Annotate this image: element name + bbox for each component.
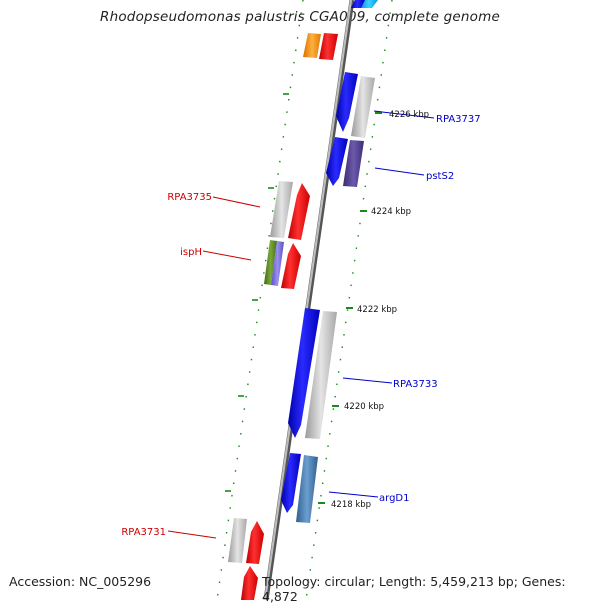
gene-arrow-grey-rpa3731[interactable] [228, 518, 247, 563]
gene-arrow-isph[interactable] [281, 243, 301, 289]
outer-dotted-track [216, 0, 393, 600]
gene-label-rpa3731[interactable]: RPA3731 [121, 527, 166, 538]
gene-arrow-rpa3733[interactable] [305, 311, 337, 439]
gene-label-argd1[interactable]: argD1 [379, 493, 409, 504]
gene-arrow-rpa3731[interactable] [246, 521, 264, 564]
scale-label-4224: 4224 kbp [371, 207, 411, 217]
gene-arrow-rpa3733-blue[interactable] [288, 308, 320, 438]
gene-label-isph[interactable]: ispH [180, 247, 202, 258]
gene-arrow-rpa3735[interactable] [288, 183, 310, 240]
scale-label-4220: 4220 kbp [344, 402, 384, 412]
gene-label-psts2[interactable]: pstS2 [426, 171, 454, 182]
gene-arrow-blue-top[interactable] [351, 0, 365, 8]
gene-label-rpa3735[interactable]: RPA3735 [167, 192, 212, 203]
leader-lines-left [167, 196, 261, 539]
scale-ticks [318, 112, 382, 504]
leader-lines-right [328, 110, 435, 498]
genome-title: Rhodopseudomonas palustris CGA009, compl… [100, 9, 500, 25]
gene-label-rpa3733[interactable]: RPA3733 [393, 379, 438, 390]
accession-text: Accession: NC_005296 [9, 574, 152, 589]
minor-ticks [225, 93, 289, 492]
gene-arrow-psts2-blue[interactable] [326, 137, 348, 186]
gene-arrow-argd1[interactable] [296, 455, 318, 523]
gene-arrow-rpa3737[interactable] [336, 72, 358, 132]
gene-arrow-isph-lavender[interactable] [271, 241, 284, 286]
gene-arrow-cyan[interactable] [360, 0, 378, 8]
scale-label-4218: 4218 kbp [331, 500, 371, 510]
gene-arrow-argd1-blue[interactable] [281, 453, 301, 513]
gene-arrow-red-top[interactable] [319, 33, 338, 60]
gene-label-rpa3737[interactable]: RPA3737 [436, 114, 481, 125]
gene-arrow-psts2[interactable] [343, 140, 364, 187]
scale-label-4226: 4226 kbp [389, 110, 429, 120]
gene-arrow-orange[interactable] [303, 33, 321, 58]
gene-arrow-isph-olive[interactable] [264, 240, 277, 285]
gene-arrow-grey-rpa3737[interactable] [351, 76, 375, 138]
gene-arrow-red-bottom[interactable] [241, 566, 258, 600]
genome-backbone [263, 0, 355, 600]
gene-arrow-grey-rpa3735[interactable] [270, 181, 293, 238]
scale-label-4222: 4222 kbp [357, 305, 397, 315]
